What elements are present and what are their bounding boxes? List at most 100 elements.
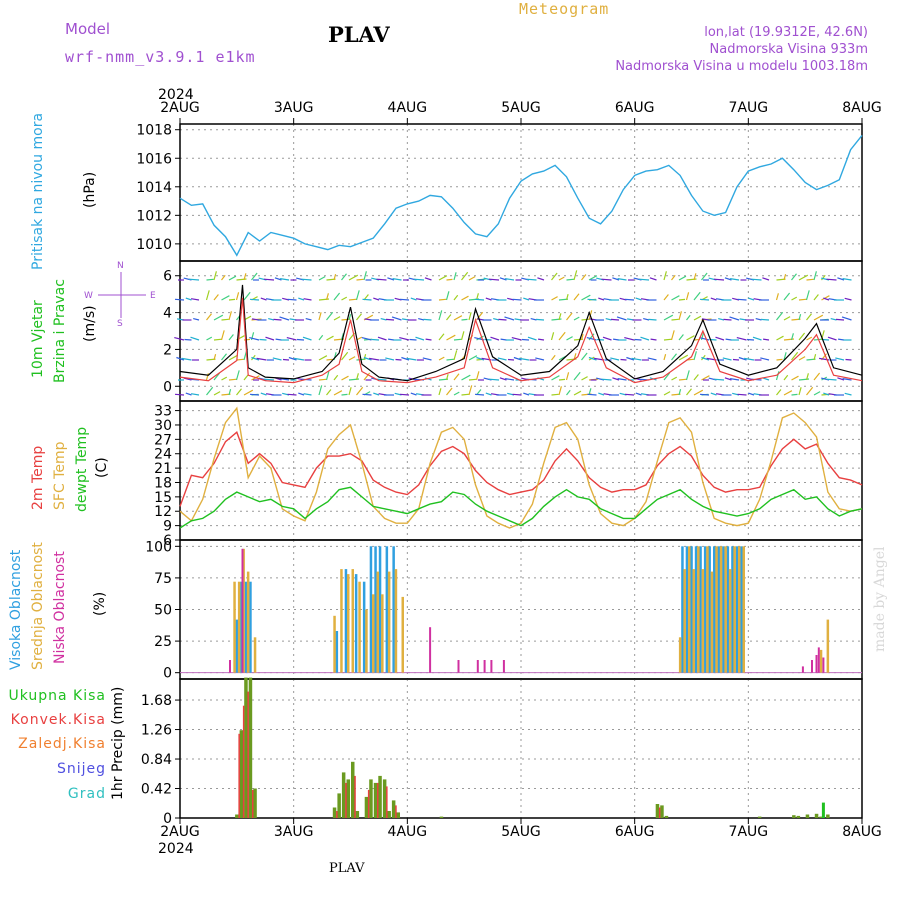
wind-barb <box>663 314 674 321</box>
wind-barb <box>461 295 469 301</box>
y-tick-label: 1.68 <box>141 693 172 709</box>
wind-barb <box>191 298 200 301</box>
wind-barb <box>693 374 699 381</box>
wind-barb <box>461 271 469 281</box>
y-tick-label: 18 <box>154 475 172 491</box>
wind-barb <box>678 275 687 281</box>
wind-barb <box>476 335 484 341</box>
wind-barb <box>333 374 339 381</box>
wind-barb <box>185 392 192 396</box>
wind-barb <box>326 311 334 321</box>
low-cloud-bar <box>457 660 460 673</box>
wind-barb <box>243 389 254 396</box>
wind-barb <box>783 352 787 361</box>
wind-barb <box>790 333 794 341</box>
wind-barb <box>294 357 305 361</box>
wind-barb <box>272 357 282 361</box>
y-tick-label: 33 <box>154 404 172 420</box>
panel-frame <box>179 123 863 262</box>
wind-barb <box>581 376 588 381</box>
mid-cloud-bar <box>237 581 241 673</box>
wind-barb <box>446 358 455 361</box>
high-cloud-bar <box>362 581 366 673</box>
wind-barb <box>844 297 852 301</box>
wind-barb <box>573 390 582 396</box>
conv-precip-bar <box>336 811 338 818</box>
wind-barb <box>798 274 809 281</box>
wind-barb <box>340 333 344 341</box>
wind-barb <box>624 393 635 396</box>
wind-barb <box>453 294 459 301</box>
total-precip-bar <box>244 677 248 818</box>
wind-barb <box>341 393 348 396</box>
wind-barb <box>558 331 566 341</box>
total-precip-bar <box>814 813 819 818</box>
y-tick-label: 50 <box>154 603 172 619</box>
wind-barb <box>730 278 740 281</box>
mid-cloud-bar <box>688 546 691 673</box>
mid-cloud-bar <box>253 637 257 673</box>
conv-precip-bar <box>242 705 245 818</box>
wind-barb <box>221 274 226 281</box>
bottom-year-label: 2024 <box>158 841 194 857</box>
wind-barb <box>701 272 708 281</box>
y-tick-label: 0.42 <box>141 782 172 798</box>
wind-barb <box>701 375 710 381</box>
panel-precip: 0 0.42 0.84 1.26 1.68 <box>141 678 863 827</box>
wind-barb <box>361 337 372 341</box>
wind-barb <box>845 358 852 361</box>
product-title: Meteogram <box>519 0 610 18</box>
wind-barb <box>830 318 837 321</box>
wind-barb <box>302 336 312 341</box>
wind-barb <box>333 316 341 321</box>
total-precip-bar <box>796 815 801 818</box>
mid-cloud-bar <box>233 581 236 673</box>
wind-barb <box>228 389 232 396</box>
mid-cloud-bar <box>376 571 379 673</box>
wind-barb <box>265 336 275 341</box>
wind-barb <box>612 377 620 381</box>
wind-barb <box>663 372 671 381</box>
wind-barb <box>453 373 460 381</box>
wind-barb <box>693 351 697 361</box>
wind-barb <box>228 354 239 361</box>
wind-barb <box>699 298 710 301</box>
wind-barb <box>363 372 371 381</box>
wind-barb <box>249 337 260 341</box>
wind-barb <box>362 393 372 396</box>
altitude-label: Nadmorska Visina 933m <box>709 42 869 57</box>
conv-precip-bar <box>658 807 661 818</box>
wind-barb <box>476 356 485 361</box>
wind-barb <box>325 371 330 381</box>
conv-precip-bar <box>377 782 379 818</box>
wind-barb <box>213 372 221 381</box>
total-precip-bar <box>826 814 830 818</box>
total-precip-bar <box>351 761 355 818</box>
wind-barb <box>263 378 275 381</box>
high-cloud-bar <box>335 631 339 673</box>
wind-barb <box>686 314 691 321</box>
wind-barb <box>798 314 802 321</box>
wind-barb <box>823 297 830 301</box>
wind-barb <box>376 278 387 281</box>
wind-barb <box>243 291 251 301</box>
wind-barb <box>438 275 448 281</box>
wind-barb <box>392 278 402 281</box>
high-cloud-bar <box>244 581 248 673</box>
wind-barb <box>671 353 677 361</box>
wind-barb <box>581 318 590 321</box>
wind-barb <box>640 336 650 341</box>
wind-barb <box>438 333 445 341</box>
frozen-precip-bar <box>821 802 825 818</box>
wind-barb <box>498 318 507 321</box>
wind-barb <box>356 386 364 396</box>
wind-barb <box>701 356 710 361</box>
wind-barb <box>301 278 312 281</box>
wind-barb <box>221 295 230 301</box>
legend-snow: Snijeg <box>56 761 106 777</box>
wind-barb <box>348 274 359 281</box>
wind-barb <box>835 357 845 361</box>
wind-barb <box>286 337 297 341</box>
x-tick-label: 7AUG <box>729 100 769 116</box>
wind-barb <box>610 357 620 361</box>
